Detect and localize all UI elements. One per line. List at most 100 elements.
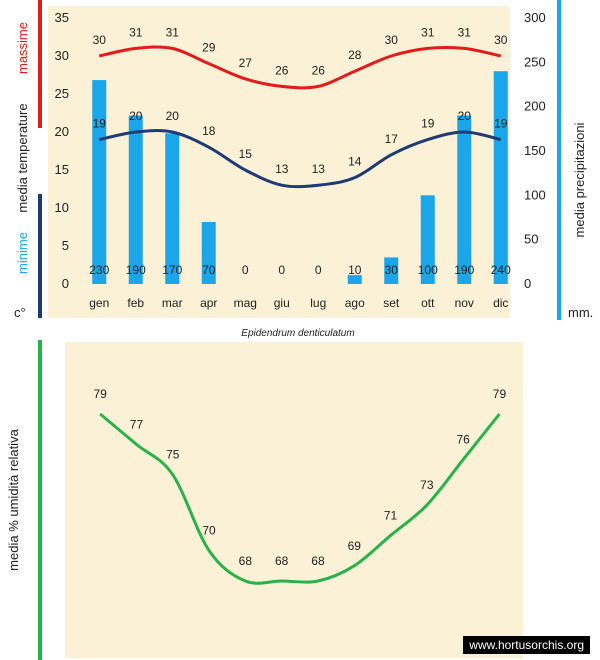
left-axis-tick: 15 [55,162,69,177]
temp-data-label-massime: 27 [239,56,253,70]
temp-data-label-minime: 19 [494,117,508,131]
category-label: apr [200,296,217,310]
humidity-data-label: 71 [384,508,398,522]
category-label: nov [455,296,474,310]
right-axis-tick: 250 [524,54,546,69]
precip-bar [420,195,435,284]
right-axis-title: media precipitazioni [572,122,587,237]
precip-bar [384,257,399,284]
humidity-data-label: 68 [311,554,325,568]
temp-data-label-minime: 20 [166,109,180,123]
temp-data-label-minime: 19 [421,117,435,131]
left-axis-tick: 20 [55,124,69,139]
precip-data-label: 0 [315,263,322,277]
precip-accent-bar [557,0,561,320]
category-label: ago [345,296,365,310]
temp-data-label-minime: 15 [239,147,253,161]
humidity-data-label: 79 [93,387,107,401]
left-axis-tick: 0 [62,276,69,291]
temp-data-label-massime: 31 [166,25,180,39]
precip-data-label: 0 [278,263,285,277]
category-label: giu [274,296,290,310]
humidity-data-label: 69 [348,539,362,553]
massime-accent-bar [38,0,42,128]
humidity-accent-bar [38,340,42,660]
category-label: mar [162,296,183,310]
left-axis-title-media: media temperature [15,103,30,212]
humidity-data-label: 68 [275,554,289,568]
left-axis-title-massime: massime [15,22,30,74]
right-axis-tick: 100 [524,187,546,202]
temp-data-label-massime: 30 [385,33,399,47]
right-axis-tick: 50 [524,232,538,247]
precip-data-label: 10 [348,263,362,277]
humidity-axis-title: media % umidità relativa [6,428,21,570]
precip-data-label: 0 [242,263,249,277]
right-axis-unit: mm. [568,305,593,320]
left-axis-tick: 35 [55,10,69,25]
temp-data-label-minime: 13 [312,162,326,176]
right-axis-tick: 300 [524,10,546,25]
precip-data-label: 100 [418,263,438,277]
category-label: ott [421,296,435,310]
precip-bar [128,115,143,285]
precip-bar [92,80,107,284]
left-axis-tick: 10 [55,200,69,215]
humidity-data-label: 70 [202,524,216,538]
left-axis-title-minime: minime [15,232,30,274]
temp-data-label-massime: 30 [93,33,107,47]
left-axis-tick: 25 [55,86,69,101]
watermark: www.hortusorchis.org [463,636,590,654]
precip-bar [457,115,472,285]
category-label: set [383,296,400,310]
precip-data-label: 30 [385,263,399,277]
temp-data-label-minime: 13 [275,162,289,176]
humidity-data-label: 68 [239,554,253,568]
right-axis-tick: 150 [524,143,546,158]
humidity-line [99,412,501,585]
precip-data-label: 190 [454,263,474,277]
series-line-minime [98,129,502,189]
humidity-data-label: 79 [493,387,507,401]
humidity-data-label: 77 [130,417,144,431]
temp-data-label-massime: 26 [312,63,326,77]
humidity-data-label: 75 [166,448,180,462]
left-axis-tick: 5 [62,238,69,253]
category-label: lug [310,296,326,310]
temp-data-label-minime: 18 [202,124,216,138]
chart-subtitle: Epidendrum denticulatum [241,328,354,339]
temp-data-label-minime: 19 [93,117,107,131]
temp-data-label-minime: 20 [129,109,143,123]
precip-data-label: 190 [126,263,146,277]
right-axis-tick: 0 [524,276,531,291]
temp-data-label-minime: 14 [348,155,362,169]
minime-accent-bar [38,194,42,318]
temp-data-label-massime: 31 [129,25,143,39]
category-label: feb [127,296,144,310]
temp-data-label-massime: 31 [421,25,435,39]
precip-data-label: 170 [162,263,182,277]
category-label: gen [89,296,109,310]
left-axis-unit: c° [14,305,26,320]
category-label: dic [493,296,508,310]
precip-bar [347,275,362,284]
temp-data-label-massime: 31 [458,25,472,39]
right-axis-tick: 200 [524,99,546,114]
precip-data-label: 240 [491,263,511,277]
temp-data-label-minime: 20 [458,109,472,123]
precip-data-label: 70 [202,263,216,277]
humidity-data-label: 73 [420,478,434,492]
series-line-massime [98,45,502,90]
category-label: mag [234,296,257,310]
precip-bar [201,221,216,284]
humidity-data-label: 76 [456,433,470,447]
temp-data-label-massime: 30 [494,33,508,47]
temp-data-label-massime: 28 [348,48,362,62]
precip-bar [165,133,180,284]
precip-data-label: 230 [89,263,109,277]
left-axis-tick: 30 [55,48,69,63]
chart2-background [65,342,523,658]
temp-data-label-minime: 17 [385,132,399,146]
